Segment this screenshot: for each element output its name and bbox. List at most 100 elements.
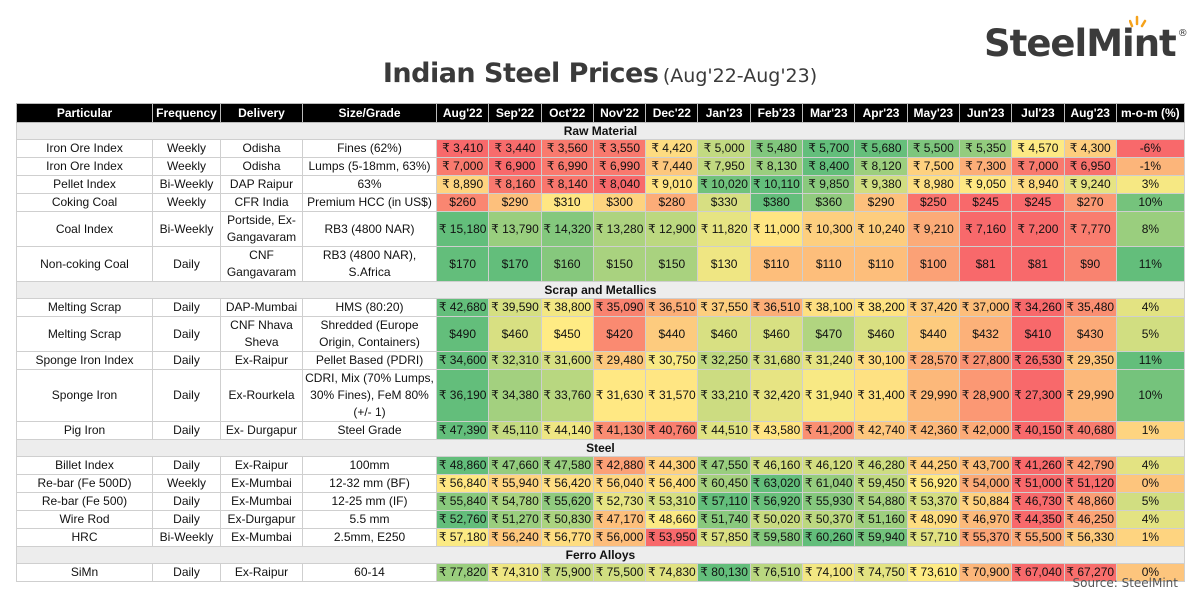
price-cell: ₹ 13,280 <box>592 211 647 247</box>
grade-cell: Lumps (5-18mm, 63%) <box>302 157 437 176</box>
column-header: Jul'23 <box>1011 103 1065 123</box>
price-cell: ₹ 46,160 <box>749 456 804 475</box>
price-cell: ₹ 77,820 <box>435 563 490 582</box>
price-cell: ₹ 29,350 <box>1063 351 1117 370</box>
price-cell: ₹ 40,760 <box>645 421 699 440</box>
price-cell: $280 <box>645 193 699 212</box>
price-cell: ₹ 7,300 <box>958 157 1013 176</box>
price-cell: ₹ 41,260 <box>1011 456 1065 475</box>
price-cell: ₹ 8,140 <box>540 175 594 194</box>
price-cell: ₹ 31,940 <box>802 369 856 422</box>
mom-change-cell: 10% <box>1115 369 1185 422</box>
price-cell: ₹ 34,260 <box>1011 298 1065 317</box>
particular-cell: Melting Scrap <box>16 298 153 317</box>
price-cell: $81 <box>958 246 1013 282</box>
price-cell: ₹ 56,240 <box>488 528 542 547</box>
particular-cell: SiMn <box>16 563 153 582</box>
price-cell: ₹ 55,930 <box>802 492 856 511</box>
source-note: Source: SteelMint <box>1072 576 1179 590</box>
price-cell: ₹ 47,660 <box>488 456 542 475</box>
frequency-cell: Bi-Weekly <box>152 175 221 194</box>
grade-cell: RB3 (4800 NAR) <box>302 211 437 247</box>
price-cell: ₹ 14,320 <box>540 211 594 247</box>
price-cell: ₹ 9,850 <box>802 175 856 194</box>
price-cell: $460 <box>749 316 804 352</box>
delivery-cell: Ex- Durgapur <box>220 421 303 440</box>
price-cell: ₹ 15,180 <box>435 211 490 247</box>
price-cell: ₹ 51,160 <box>854 510 908 529</box>
price-cell: ₹ 8,160 <box>488 175 542 194</box>
price-cell: ₹ 74,830 <box>645 563 699 582</box>
price-cell: $380 <box>749 193 804 212</box>
price-cell: ₹ 40,680 <box>1063 421 1117 440</box>
delivery-cell: Odisha <box>220 139 303 158</box>
price-cell: ₹ 8,890 <box>435 175 490 194</box>
grade-cell: Shredded (Europe Origin, Containers) <box>302 316 437 352</box>
price-cell: ₹ 52,760 <box>435 510 490 529</box>
price-cell: ₹ 10,240 <box>854 211 908 247</box>
delivery-cell: CNF Gangavaram <box>220 246 303 282</box>
price-cell: $300 <box>592 193 647 212</box>
price-cell: ₹ 56,840 <box>435 474 490 493</box>
price-cell: ₹ 46,730 <box>1011 492 1065 511</box>
frequency-cell: Daily <box>152 456 221 475</box>
price-cell: ₹ 61,040 <box>802 474 856 493</box>
price-cell: ₹ 53,370 <box>906 492 960 511</box>
price-cell: ₹ 55,940 <box>488 474 542 493</box>
price-cell: ₹ 8,130 <box>749 157 804 176</box>
grade-cell: 2.5mm, E250 <box>302 528 437 547</box>
frequency-cell: Daily <box>152 298 221 317</box>
price-cell: ₹ 47,390 <box>435 421 490 440</box>
price-cell: ₹ 40,150 <box>1011 421 1065 440</box>
price-cell: ₹ 42,000 <box>958 421 1013 440</box>
price-cell: ₹ 50,884 <box>958 492 1013 511</box>
price-cell: ₹ 41,130 <box>592 421 647 440</box>
price-cell: ₹ 42,790 <box>1063 456 1117 475</box>
column-header: Particular <box>16 103 153 123</box>
price-cell: ₹ 50,020 <box>749 510 804 529</box>
steel-prices-table: Particular Frequency Delivery Size/Grade Aug… <box>16 103 1185 582</box>
price-cell: $420 <box>592 316 647 352</box>
table-row: SiMn Daily Ex-Raipur 60-14 ₹ 77,820 ₹ 74,310 ₹… <box>16 563 1185 582</box>
steelmint-logo: SteelMint ® <box>984 22 1188 65</box>
grade-cell: CDRI, Mix (70% Lumps, 30% Fines), FeM 80… <box>302 369 437 422</box>
delivery-cell: DAP-Mumbai <box>220 298 303 317</box>
price-cell: ₹ 48,090 <box>906 510 960 529</box>
particular-cell: Sponge Iron <box>16 369 153 422</box>
price-cell: ₹ 33,210 <box>697 369 751 422</box>
particular-cell: Melting Scrap <box>16 316 153 352</box>
price-cell: ₹ 27,800 <box>958 351 1013 370</box>
price-cell: $430 <box>1063 316 1117 352</box>
grade-cell: 63% <box>302 175 437 194</box>
price-cell: ₹ 51,270 <box>488 510 542 529</box>
price-cell: ₹ 56,000 <box>592 528 647 547</box>
grade-cell: 5.5 mm <box>302 510 437 529</box>
section-label: Scrap and Metallics <box>16 281 1185 299</box>
section-row: Raw Material <box>16 122 1185 140</box>
price-cell: ₹ 56,920 <box>749 492 804 511</box>
price-cell: ₹ 6,990 <box>540 157 594 176</box>
price-cell: ₹ 31,630 <box>592 369 647 422</box>
price-cell: ₹ 5,000 <box>697 139 751 158</box>
price-cell: ₹ 12,900 <box>645 211 699 247</box>
price-cell: ₹ 35,090 <box>592 298 647 317</box>
price-cell: ₹ 7,200 <box>1011 211 1065 247</box>
mom-change-cell: 8% <box>1115 211 1185 247</box>
delivery-cell: Ex-Durgapur <box>220 510 303 529</box>
price-cell: $130 <box>697 246 751 282</box>
price-cell: $90 <box>1063 246 1117 282</box>
price-cell: $460 <box>488 316 542 352</box>
price-cell: ₹ 5,700 <box>802 139 856 158</box>
mom-change-cell: 4% <box>1115 456 1185 475</box>
price-cell: ₹ 11,000 <box>749 211 804 247</box>
mom-change-cell: 0% <box>1115 563 1185 582</box>
price-cell: ₹ 7,950 <box>697 157 751 176</box>
price-cell: ₹ 37,550 <box>697 298 751 317</box>
mom-change-cell: 11% <box>1115 246 1185 282</box>
delivery-cell: Ex-Raipur <box>220 456 303 475</box>
price-cell: ₹ 48,660 <box>645 510 699 529</box>
price-cell: $150 <box>592 246 647 282</box>
price-cell: ₹ 7,000 <box>1011 157 1065 176</box>
price-cell: ₹ 59,580 <box>749 528 804 547</box>
price-cell: ₹ 74,310 <box>488 563 542 582</box>
